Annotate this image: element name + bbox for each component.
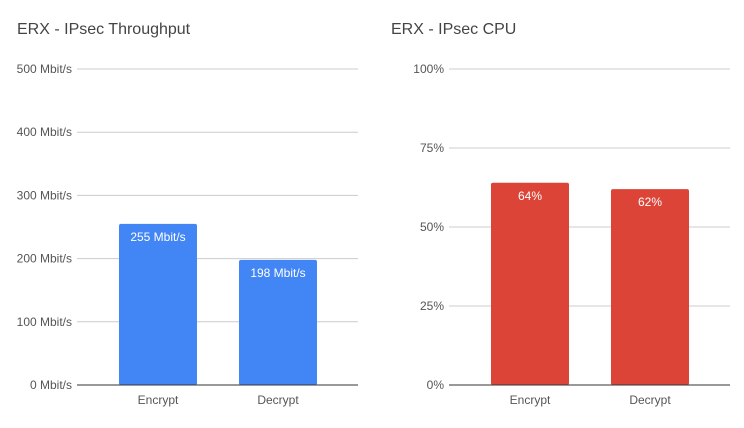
cpu-chart: ERX - IPsec CPU 0% 25% 50% 75% 100% 64% Encry… [372, 0, 744, 428]
throughput-chart-svg: ERX - IPsec Throughput 0 Mbit/s 100 Mbit/… [17, 21, 358, 407]
cpu-chart-svg: ERX - IPsec CPU 0% 25% 50% 75% 100% 64% Encry… [391, 21, 730, 407]
y-tick-label: 300 Mbit/s [17, 188, 72, 202]
y-tick-label: 500 Mbit/s [17, 62, 72, 76]
chart-title: ERX - IPsec CPU [391, 21, 516, 38]
y-tick-label: 75% [420, 141, 444, 155]
y-tick-label: 25% [420, 299, 444, 313]
y-tick-label: 0 Mbit/s [30, 378, 72, 392]
y-tick-label: 400 Mbit/s [17, 125, 72, 139]
bar-encrypt [119, 223, 197, 385]
data-label: 198 Mbit/s [250, 266, 305, 280]
data-label: 62% [638, 195, 662, 209]
x-tick-label: Encrypt [138, 393, 179, 407]
data-label: 64% [518, 189, 542, 203]
y-tick-label: 100% [413, 62, 444, 76]
bar-encrypt [491, 182, 569, 385]
x-tick-label: Encrypt [510, 393, 551, 407]
x-tick-label: Decrypt [257, 393, 299, 407]
throughput-chart: ERX - IPsec Throughput 0 Mbit/s 100 Mbit/… [17, 21, 358, 407]
x-tick-label: Decrypt [629, 393, 671, 407]
chart-title: ERX - IPsec Throughput [17, 21, 191, 38]
y-tick-label: 200 Mbit/s [17, 252, 72, 266]
y-tick-label: 0% [427, 378, 445, 392]
data-label: 255 Mbit/s [130, 230, 185, 244]
y-tick-label: 50% [420, 220, 444, 234]
bar-decrypt [611, 189, 689, 385]
y-tick-label: 100 Mbit/s [17, 315, 72, 329]
bar-decrypt [239, 259, 317, 385]
